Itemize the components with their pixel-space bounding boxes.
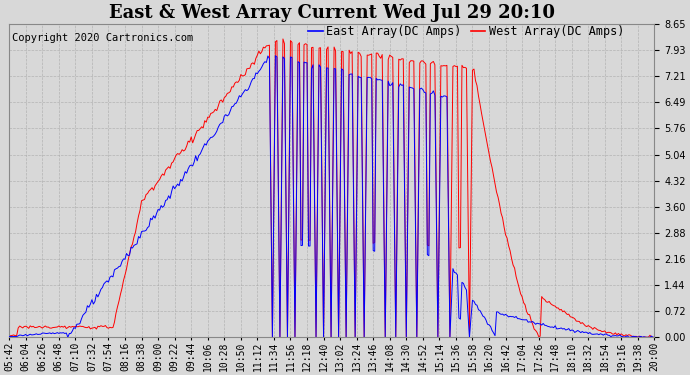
Text: Copyright 2020 Cartronics.com: Copyright 2020 Cartronics.com [12,33,194,43]
Title: East & West Array Current Wed Jul 29 20:10: East & West Array Current Wed Jul 29 20:… [109,4,555,22]
Legend: East Array(DC Amps), West Array(DC Amps): East Array(DC Amps), West Array(DC Amps) [304,21,629,43]
